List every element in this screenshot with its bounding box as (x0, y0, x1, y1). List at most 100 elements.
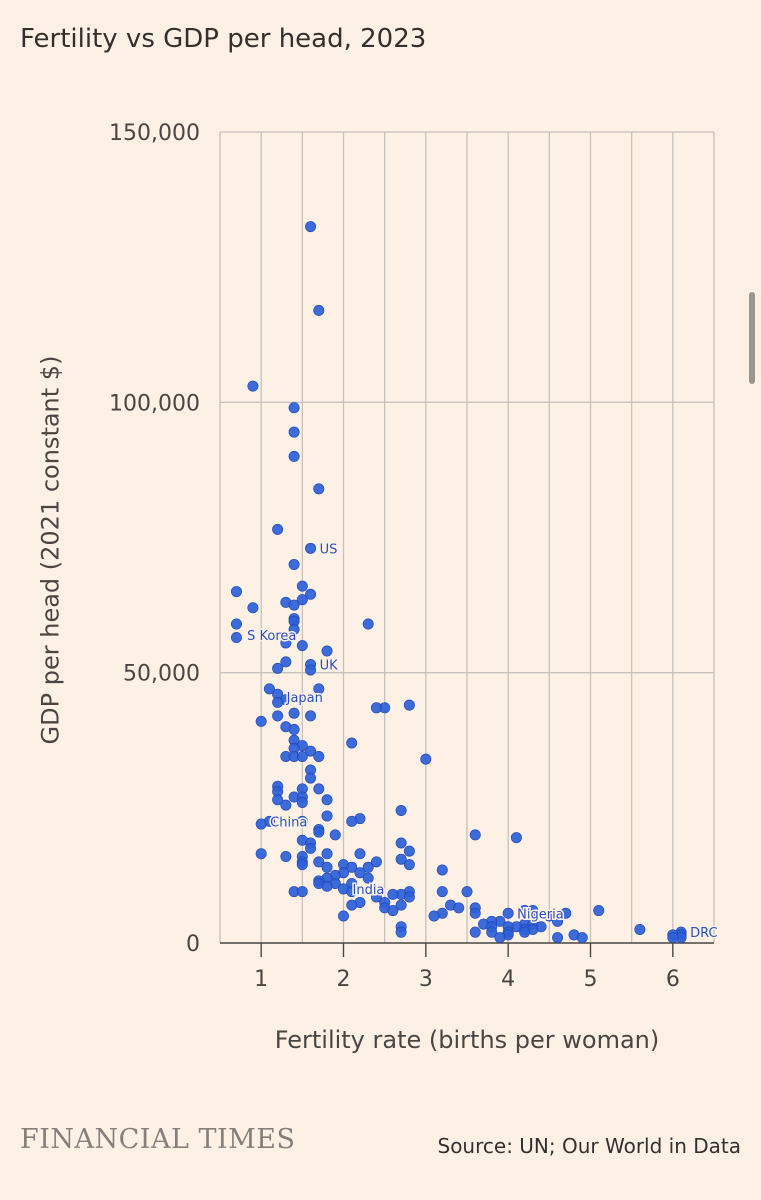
x-tick-label: 2 (337, 967, 351, 992)
grid-layer (219, 131, 715, 943)
data-point (313, 856, 325, 868)
data-point (560, 907, 572, 919)
country-label: India (353, 883, 385, 898)
data-point (354, 848, 366, 860)
data-point (469, 829, 481, 841)
x-tick-label: 3 (419, 967, 433, 992)
data-point (362, 861, 374, 873)
data-point (321, 645, 333, 657)
data-point (519, 926, 531, 938)
data-point (362, 618, 374, 630)
data-point (305, 588, 317, 600)
data-point (305, 664, 317, 676)
data-point (387, 905, 399, 917)
points-layer (230, 221, 687, 944)
data-point (272, 710, 284, 722)
data-point (313, 483, 325, 495)
data-point (288, 707, 300, 719)
data-point (436, 864, 448, 876)
data-point (288, 559, 300, 571)
data-point (313, 783, 325, 795)
data-point (230, 632, 242, 644)
data-point (403, 891, 415, 903)
country-label: S Korea (247, 629, 296, 644)
data-point (403, 699, 415, 711)
data-point (329, 829, 341, 841)
source-note: Source: UN; Our World in Data (437, 1134, 742, 1158)
data-point (288, 402, 300, 414)
x-tick-label: 6 (666, 967, 680, 992)
data-point (263, 683, 275, 695)
x-tick-label: 5 (584, 967, 598, 992)
data-point (370, 702, 382, 714)
scrollbar[interactable] (749, 292, 755, 384)
data-point (552, 915, 564, 927)
data-point (255, 818, 267, 830)
data-point (230, 586, 242, 598)
data-point (288, 723, 300, 735)
data-point (395, 837, 407, 849)
data-point (288, 599, 300, 611)
country-label: Nigeria (517, 907, 564, 922)
data-point (321, 794, 333, 806)
data-point (486, 926, 498, 938)
data-point (296, 750, 308, 762)
data-point (305, 221, 317, 233)
data-point (469, 907, 481, 919)
data-point (247, 602, 259, 614)
data-point (296, 859, 308, 871)
country-label: DRC (690, 926, 717, 941)
data-point (461, 886, 473, 898)
data-point (346, 886, 358, 898)
data-point (305, 542, 317, 554)
data-point (321, 848, 333, 860)
y-axis-title: GDP per head (2021 constant $) (36, 355, 65, 745)
data-point (395, 926, 407, 938)
data-point (337, 910, 349, 922)
publisher-logo: FINANCIAL TIMES (20, 1124, 296, 1155)
data-point (255, 715, 267, 727)
data-point (296, 886, 308, 898)
data-point (296, 580, 308, 592)
x-tick-label: 4 (501, 967, 515, 992)
data-point (403, 859, 415, 871)
data-point (313, 826, 325, 838)
data-point (552, 932, 564, 944)
data-point (667, 932, 679, 944)
data-point (305, 772, 317, 784)
data-point (272, 662, 284, 674)
data-point (370, 856, 382, 868)
axis-layer: 1 2 3 4 5 6 0 50,000 100,000 150,000 (109, 121, 714, 992)
data-point (469, 926, 481, 938)
y-tick-label: 0 (186, 932, 200, 957)
data-point (395, 805, 407, 817)
data-point (288, 450, 300, 462)
data-point (420, 753, 432, 765)
data-point (313, 750, 325, 762)
data-point (346, 861, 358, 873)
data-point (288, 426, 300, 438)
y-tick-label: 50,000 (123, 662, 200, 687)
x-axis-title: Fertility rate (births per woman) (274, 1026, 660, 1054)
chart-title: Fertility vs GDP per head, 2023 (20, 24, 427, 54)
y-tick-label: 100,000 (109, 391, 200, 416)
data-point (313, 304, 325, 316)
data-point (428, 910, 440, 922)
data-point (576, 932, 588, 944)
x-tick-label: 1 (254, 967, 268, 992)
data-point (280, 656, 292, 668)
data-point (272, 523, 284, 535)
data-point (362, 872, 374, 884)
data-point (280, 799, 292, 811)
data-point (296, 815, 308, 827)
data-point (436, 886, 448, 898)
data-point (280, 850, 292, 862)
data-point (321, 880, 333, 892)
data-point (247, 380, 259, 392)
y-axis-title-wrap: GDP per head (2021 constant $) (10, 280, 90, 820)
country-label: UK (320, 659, 339, 674)
data-point (346, 815, 358, 827)
data-point (346, 737, 358, 749)
data-point (255, 848, 267, 860)
